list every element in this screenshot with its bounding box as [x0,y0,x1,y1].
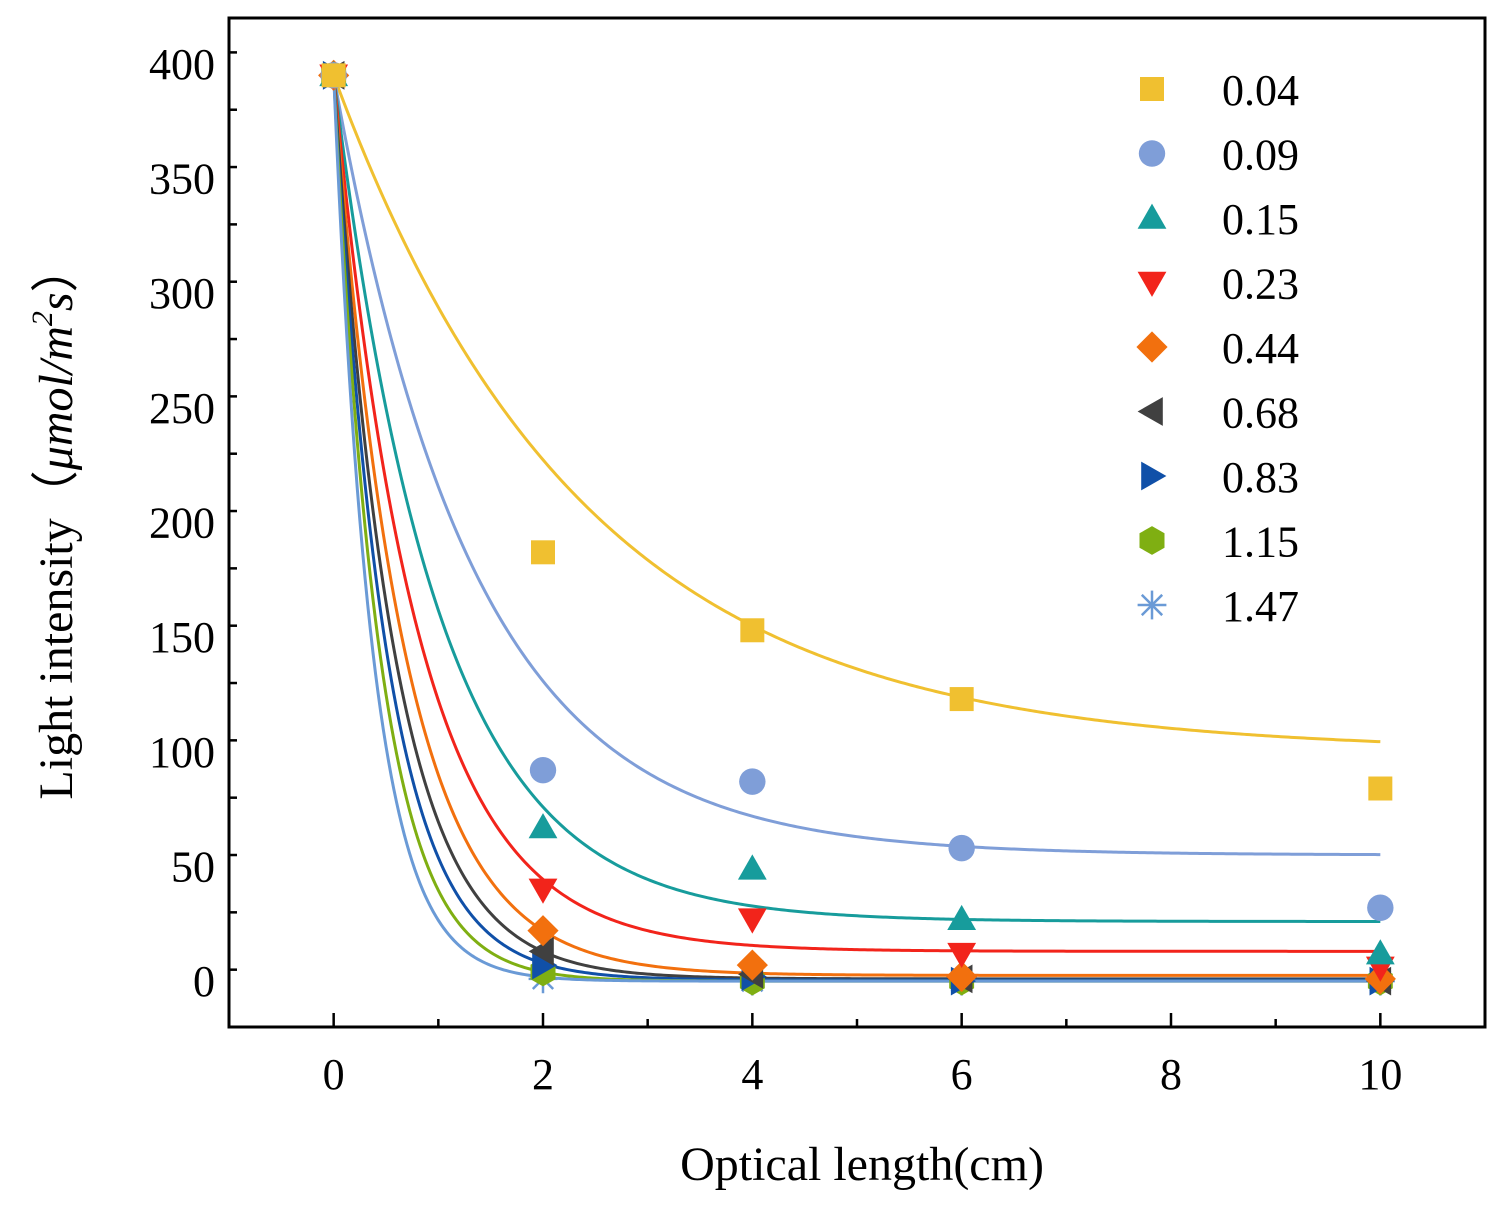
x-tick-label: 4 [741,1050,763,1099]
y-tick-label: 300 [149,269,215,318]
legend-label-0.83: 0.83 [1222,453,1299,502]
legend-marker-0.15 [1137,203,1167,229]
data-point-0.15 [528,813,558,839]
x-tick-label: 2 [532,1050,554,1099]
x-tick-label: 6 [951,1050,973,1099]
y-tick-label: 150 [149,613,215,662]
data-point-0.15 [737,854,767,880]
y-axis-ticks: 0 50 100 150 200 250 300 350 400 [149,40,237,1029]
legend-label-0.15: 0.15 [1222,195,1299,244]
data-point-0.23 [737,908,767,934]
y-axis-title-s: s [30,292,83,311]
legend-label-0.44: 0.44 [1222,324,1299,373]
legend-label-0.23: 0.23 [1222,260,1299,309]
legend: 0.04 0.09 0.15 0.23 0.44 0.68 0.83 1.15 1.47 [1136,66,1299,631]
data-point-0.15 [1365,939,1395,965]
data-point-0.04 [1368,776,1393,801]
data-point-0.15 [947,904,977,931]
data-point-0.83 [532,950,558,980]
y-tick-label: 350 [149,155,215,204]
data-point-0.09 [739,768,766,795]
data-point-0.23 [947,942,977,969]
y-axis-title: Light intensity（μmol/m2s） [26,244,83,799]
y-axis-title-main: Light intensity [30,518,83,799]
legend-marker-0.09 [1138,140,1166,167]
y-tick-label: 250 [149,384,215,433]
legend-label-0.09: 0.09 [1222,131,1299,180]
legend-marker-1.47 [1137,590,1167,620]
x-tick-label: 0 [323,1050,345,1099]
y-axis-title-paren-close: ） [30,244,83,292]
legend-label-0.04: 0.04 [1222,66,1299,115]
data-point-0.23 [528,878,558,904]
data-point-0.44 [736,949,768,981]
data-point-0.04 [949,687,974,712]
data-point-0.09 [948,834,975,862]
legend-marker-0.23 [1137,271,1167,297]
x-tick-label: 8 [1160,1050,1182,1099]
legend-label-1.47: 1.47 [1222,582,1299,631]
legend-marker-0.04 [1140,77,1164,101]
y-axis-title-sup: 2 [26,311,59,326]
y-tick-label: 200 [149,499,215,548]
y-tick-label: 0 [193,957,215,1006]
fit-curve-0.15 [332,75,1381,923]
x-tick-label: 10 [1358,1050,1402,1099]
y-tick-label: 400 [149,40,215,89]
legend-marker-0.44 [1136,331,1168,363]
legend-marker-1.15 [1139,526,1165,555]
data-point-0.09 [1367,894,1394,921]
data-point-0.68 [528,936,554,966]
fit-curve-1.47 [332,75,1381,983]
legend-label-0.68: 0.68 [1222,389,1299,438]
y-axis-title-unit: μmol/m [30,326,83,471]
data-point-0.44 [527,915,559,947]
y-tick-label: 100 [149,728,215,777]
legend-marker-0.68 [1137,397,1163,426]
data-point-0.04 [321,63,346,88]
y-tick-label: 50 [171,842,215,891]
fit-curve-0.23 [332,75,1381,953]
y-axis-title-paren-open: （ [30,470,83,518]
fit-curve-0.44 [332,76,1381,977]
fit-curve-0.09 [332,75,1381,857]
fit-curves [332,74,1381,983]
data-point-0.04 [531,540,555,565]
x-axis-ticks: 0 2 4 6 8 10 [227,1013,1487,1099]
data-point-0.04 [740,618,765,643]
data-points [318,59,1396,996]
legend-marker-0.83 [1141,461,1167,491]
x-axis-title: Optical length(cm) [680,1138,1044,1191]
data-point-0.09 [529,756,557,784]
fit-curve-0.04 [332,74,1381,744]
legend-label-1.15: 1.15 [1222,518,1299,567]
data-point-0.44 [946,960,978,993]
